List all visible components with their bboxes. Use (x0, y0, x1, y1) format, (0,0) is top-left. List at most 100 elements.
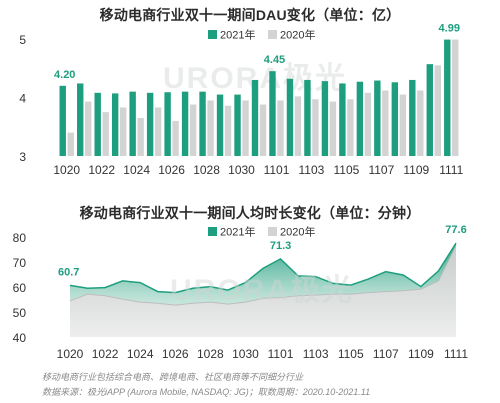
bar-2021-1102 (286, 78, 294, 156)
x-tick-label: 1105 (338, 347, 364, 361)
bar-2020-1030 (242, 100, 249, 156)
legend-label: 2020年 (280, 28, 315, 42)
bar-2021-1109 (409, 79, 416, 156)
bar-2021-1030 (234, 94, 241, 156)
bar-2021-1021 (77, 83, 84, 156)
bar-2021-1105 (339, 83, 346, 156)
legend-swatch-2020 (268, 30, 277, 39)
x-tick-label: 1101 (264, 163, 290, 177)
bar-2021-1107 (374, 80, 381, 156)
data-label-1101: 4.45 (264, 54, 285, 66)
legend-swatch-2021 (208, 227, 217, 236)
bar-2021-1026 (164, 92, 171, 156)
bar-2020-1105 (347, 99, 354, 156)
bar-2021-1028 (199, 91, 206, 156)
bar-2020-1029 (224, 105, 232, 156)
x-tick-label: 1024 (123, 163, 150, 177)
x-tick-label: 1107 (368, 163, 394, 177)
x-tick-label: 1024 (127, 347, 154, 361)
bar-2021-1020 (59, 85, 66, 156)
bar-2020-1022 (102, 112, 109, 156)
duration-area-chart: 2021年 2020年 40 50 60 70 80 URORA极光 1020 1022 1024 1… (13, 224, 469, 361)
x-tick-label: 1103 (299, 163, 325, 177)
x-tick-label: 1030 (228, 163, 255, 177)
bar-2020-1025 (154, 107, 162, 156)
x-tick-label: 1101 (268, 347, 294, 361)
x-tick-label: 1020 (53, 163, 80, 177)
x-tick-label: 1026 (162, 347, 189, 361)
y-tick-label: 80 (13, 231, 27, 245)
bar-2020-1024 (137, 117, 144, 156)
y-tick-label: 4 (19, 92, 26, 106)
bar-2021-1031 (251, 79, 259, 156)
legend-swatch-2020 (268, 227, 277, 236)
bar-2020-1023 (119, 107, 127, 156)
bar-2021-1024 (129, 91, 136, 156)
bar-2021-1027 (181, 91, 189, 156)
y-tick-label: 5 (19, 33, 26, 47)
line-2021 (69, 242, 457, 294)
y-tick-label: 50 (13, 306, 27, 320)
data-label-1020: 60.7 (58, 266, 79, 278)
data-label-1101: 71.3 (270, 240, 291, 252)
x-tick-label: 1109 (408, 347, 434, 361)
x-tick-label: 1105 (333, 163, 359, 177)
x-tick-label: 1030 (232, 347, 259, 361)
data-label-1020: 4.20 (54, 69, 75, 81)
bar-2020-1109 (417, 90, 424, 156)
bar-2020-1111 (452, 39, 459, 156)
x-tick-label: 1022 (88, 163, 115, 177)
data-label-1111: 4.99 (439, 23, 460, 35)
footnote-scope: 移动电商行业包括综合电商、跨境电商、社区电商等不同细分行业 (42, 372, 304, 382)
x-tick-label: 1022 (92, 347, 119, 361)
x-tick-label: 1028 (193, 163, 220, 177)
y-tick-label: 40 (13, 331, 27, 345)
y-tick-label: 60 (13, 281, 27, 295)
y-tick-label: 3 (19, 150, 26, 164)
area-2020 (70, 245, 456, 337)
bar-2021-1103 (304, 79, 311, 156)
x-tick-label: 1107 (373, 347, 399, 361)
duration-chart-title: 移动电商行业双十一期间人均时长变化（单位：分钟） (79, 205, 421, 221)
x-tick-label: 1028 (197, 347, 224, 361)
data-label-1111: 77.6 (445, 224, 466, 236)
bar-2020-1101 (277, 100, 284, 156)
x-tick-label: 1111 (444, 347, 468, 361)
y-tick-label: 70 (13, 256, 27, 270)
bar-2020-1027 (189, 104, 197, 156)
line-2020 (69, 245, 457, 306)
bar-2021-1101 (269, 71, 276, 156)
bar-2020-1031 (259, 104, 267, 156)
bar-2021-1022 (94, 92, 101, 156)
bar-2020-1028 (207, 100, 214, 156)
legend-label: 2021年 (220, 225, 255, 239)
x-tick-label: 1111 (439, 163, 463, 177)
bar-2020-1106 (364, 92, 372, 156)
bar-2020-1108 (399, 94, 407, 156)
legend-label: 2020年 (280, 225, 315, 239)
dau-chart-title: 移动电商行业双十一期间DAU变化（单位：亿） (99, 7, 401, 23)
bar-2021-1023 (111, 93, 119, 156)
bar-2021-1025 (146, 92, 154, 156)
footnote-source: 数据来源：极光iAPP (Aurora Mobile, NASDAQ: JG)；… (42, 387, 371, 397)
bar-2021-1029 (216, 94, 224, 156)
bar-2020-1020 (67, 132, 74, 156)
bar-2020-1104 (329, 101, 337, 156)
watermark-logo: URORA极光 (170, 274, 354, 307)
x-tick-label: 1103 (303, 347, 329, 361)
bar-2021-1108 (391, 82, 399, 156)
bar-2020-1026 (172, 120, 179, 156)
bar-2020-1107 (382, 90, 389, 156)
bar-2021-1104 (321, 81, 329, 156)
legend-label: 2021年 (220, 28, 255, 42)
x-tick-label: 1026 (158, 163, 185, 177)
bar-2021-1111 (444, 39, 451, 156)
bar-2020-1110 (434, 65, 441, 156)
bar-2020-1103 (312, 99, 319, 156)
legend-swatch-2021 (208, 30, 217, 39)
bar-2021-1110 (426, 64, 433, 156)
bar-2020-1102 (294, 96, 302, 156)
x-tick-label: 1109 (403, 163, 429, 177)
